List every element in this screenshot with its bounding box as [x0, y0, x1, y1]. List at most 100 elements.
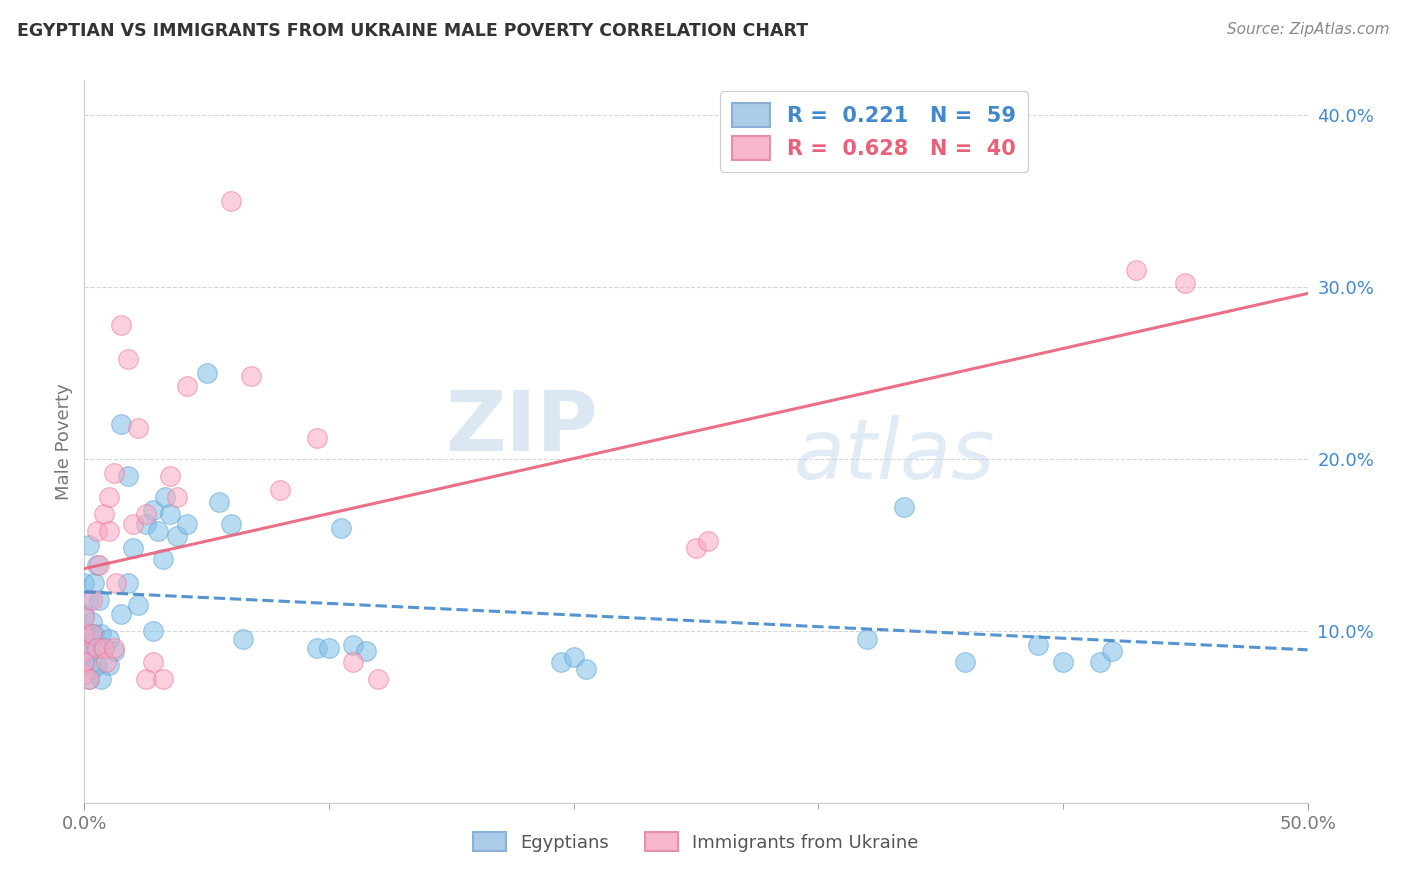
Point [232, 632, 254, 647]
Point [73, 644, 96, 658]
Point [367, 672, 389, 686]
Point [219, 194, 242, 208]
Point [305, 640, 328, 655]
Point [90, 627, 112, 641]
Point [153, 490, 176, 504]
Text: atlas: atlas [794, 416, 995, 497]
Point [80, 615, 103, 630]
Point [342, 655, 364, 669]
Point [146, 524, 169, 538]
Point [86, 524, 108, 538]
Point [208, 494, 231, 508]
Point [1101, 644, 1123, 658]
Point [77, 538, 100, 552]
Point [73, 638, 96, 652]
Point [73, 655, 96, 669]
Point [80, 662, 103, 676]
Point [97, 524, 120, 538]
Point [73, 607, 96, 621]
Point [97, 490, 120, 504]
Point [305, 431, 328, 445]
Point [117, 469, 139, 483]
Point [893, 500, 915, 514]
Point [87, 558, 110, 573]
Point [103, 640, 125, 655]
Point [856, 632, 879, 647]
Point [96, 655, 118, 669]
Y-axis label: Male Poverty: Male Poverty [55, 384, 73, 500]
Point [73, 655, 96, 669]
Point [953, 655, 976, 669]
Point [1088, 655, 1111, 669]
Point [86, 640, 108, 655]
Point [142, 624, 165, 638]
Point [685, 541, 707, 556]
Point [575, 662, 598, 676]
Point [77, 640, 100, 655]
Point [166, 490, 188, 504]
Point [152, 672, 174, 686]
Point [93, 640, 115, 655]
Point [1125, 262, 1147, 277]
Point [127, 598, 149, 612]
Point [73, 627, 96, 641]
Point [83, 627, 105, 641]
Point [87, 592, 110, 607]
Point [86, 558, 108, 573]
Point [93, 640, 115, 655]
Point [239, 369, 262, 384]
Point [73, 575, 96, 590]
Point [110, 607, 132, 621]
Text: EGYPTIAN VS IMMIGRANTS FROM UKRAINE MALE POVERTY CORRELATION CHART: EGYPTIAN VS IMMIGRANTS FROM UKRAINE MALE… [17, 22, 808, 40]
Point [90, 672, 112, 686]
Point [77, 672, 100, 686]
Point [127, 421, 149, 435]
Point [166, 529, 188, 543]
Point [135, 672, 157, 686]
Point [93, 507, 115, 521]
Point [86, 640, 108, 655]
Point [176, 379, 198, 393]
Point [73, 610, 96, 624]
Point [135, 507, 157, 521]
Point [176, 517, 198, 532]
Point [73, 666, 96, 681]
Point [73, 624, 96, 638]
Point [142, 503, 165, 517]
Point [142, 655, 165, 669]
Text: Source: ZipAtlas.com: Source: ZipAtlas.com [1226, 22, 1389, 37]
Point [97, 632, 120, 647]
Point [117, 575, 139, 590]
Point [86, 658, 108, 673]
Point [83, 575, 105, 590]
Point [135, 517, 157, 532]
Point [342, 638, 364, 652]
Point [159, 507, 181, 521]
Point [159, 469, 181, 483]
Point [219, 517, 242, 532]
Point [103, 466, 125, 480]
Point [697, 534, 720, 549]
Point [330, 520, 353, 534]
Point [269, 483, 291, 497]
Point [1028, 638, 1050, 652]
Point [318, 640, 340, 655]
Point [103, 644, 125, 658]
Point [354, 644, 377, 658]
Point [122, 541, 145, 556]
Point [122, 517, 145, 532]
Point [550, 655, 572, 669]
Point [77, 592, 100, 607]
Point [80, 627, 103, 641]
Point [1052, 655, 1074, 669]
Point [80, 592, 103, 607]
Point [152, 551, 174, 566]
Point [77, 627, 100, 641]
Point [562, 649, 585, 664]
Point [110, 417, 132, 432]
Point [97, 658, 120, 673]
Legend: Egyptians, Immigrants from Ukraine: Egyptians, Immigrants from Ukraine [467, 825, 925, 859]
Point [80, 644, 103, 658]
Point [105, 575, 128, 590]
Point [195, 366, 218, 380]
